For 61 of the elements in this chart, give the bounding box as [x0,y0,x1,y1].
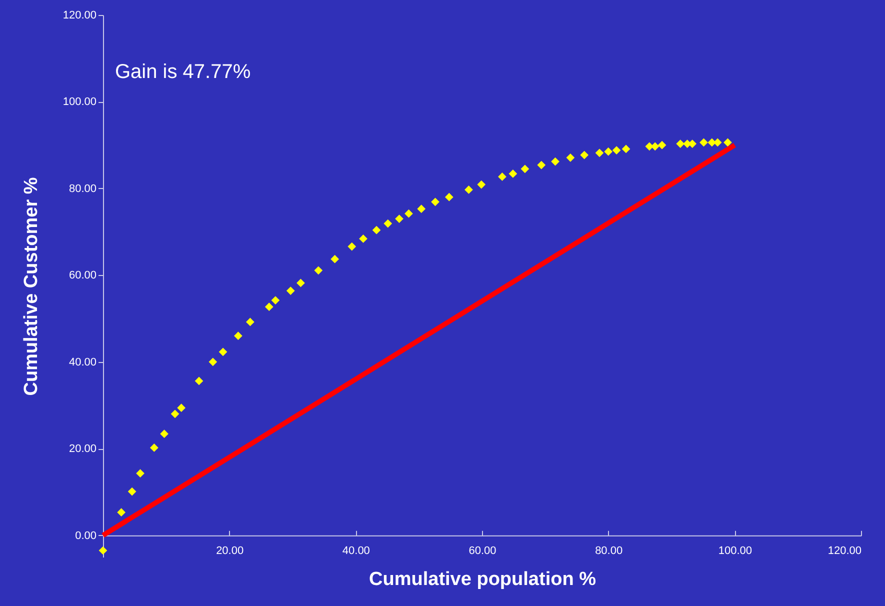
point [348,242,356,251]
x-tick-label: 20.00 [216,544,244,557]
x-tick-label: 120.00 [828,544,862,557]
point [128,487,136,496]
point [271,296,280,304]
point [98,546,108,555]
point [286,286,295,295]
y-tick-label: 120.00 [62,10,96,22]
point [384,219,392,228]
y-tick-label: 0.00 [75,530,96,542]
point [676,140,685,148]
point [595,148,604,158]
x-tick-label: 60.00 [468,544,496,557]
point [537,160,546,170]
point [160,430,168,438]
point [117,508,126,517]
y-axis-title: Cumulative Customer % [20,177,42,396]
point [477,180,486,189]
point [372,226,381,234]
point [551,157,560,166]
y-tick-label: 60.00 [68,270,96,282]
point [177,404,186,412]
point [246,318,254,326]
point [700,138,708,147]
point [136,469,144,478]
y-tick-label: 100.00 [62,96,96,108]
point [464,186,473,194]
annotation: Gain is 47.77% [115,61,251,83]
point [208,358,218,366]
point [566,153,575,162]
point [150,444,158,452]
x-axis-title: Cumulative population % [369,568,596,590]
point [296,278,305,288]
point [395,214,404,223]
point [622,144,630,154]
point [330,254,340,264]
point [520,164,530,174]
point [444,192,454,202]
point [604,147,613,156]
x-tick-label: 40.00 [342,544,370,557]
point [498,172,506,181]
x-tick-label: 100.00 [718,544,752,557]
point [194,376,204,386]
point [404,209,413,218]
point [264,302,274,311]
point [218,348,228,356]
point [508,170,518,178]
point [612,146,621,154]
y-tick-label: 40.00 [68,356,96,368]
x-tick-label: 80.00 [595,544,623,557]
point [314,266,323,275]
point [417,204,426,213]
point [431,198,440,206]
point [580,150,589,160]
point [234,332,242,340]
point [359,234,368,243]
y-tick-label: 20.00 [68,443,96,456]
point [658,140,666,150]
point [170,410,180,418]
point [724,138,732,147]
y-tick-label: 80.00 [68,182,96,195]
